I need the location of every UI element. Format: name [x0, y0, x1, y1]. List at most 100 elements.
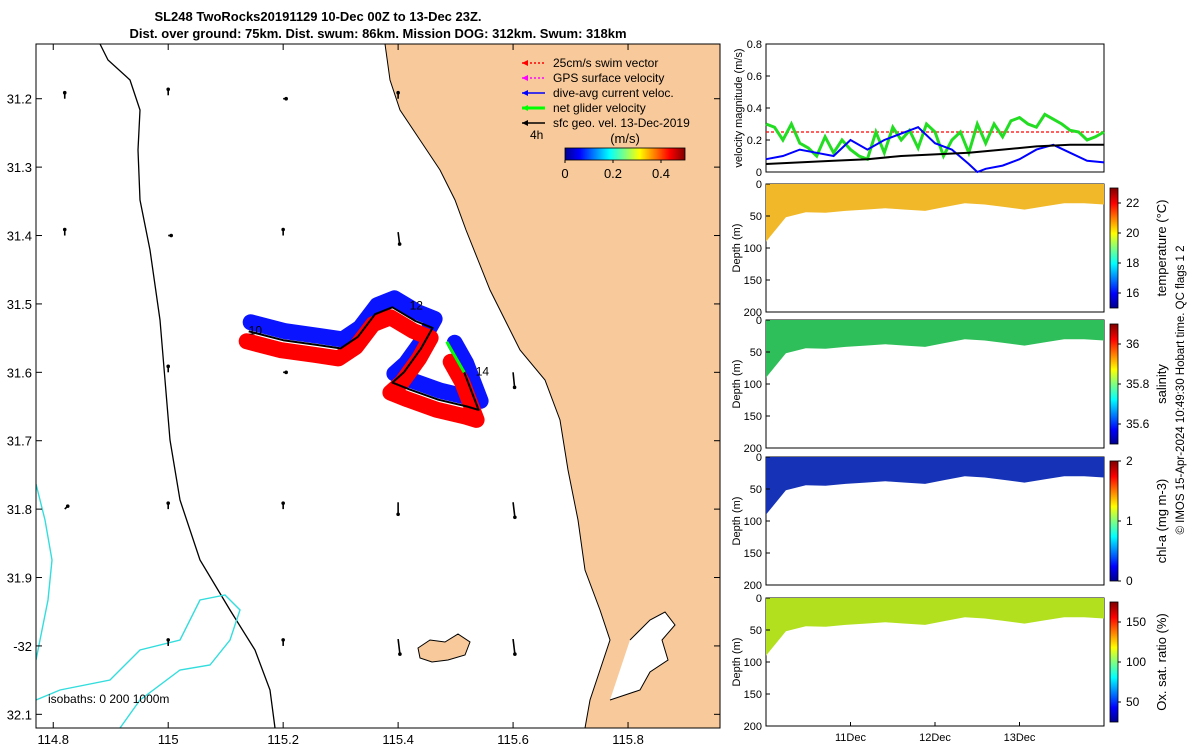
isobath-200m [36, 483, 241, 728]
section-colorbar [1109, 187, 1119, 309]
section-colorbar [1109, 323, 1119, 445]
sfc-geo-vector-head [166, 87, 171, 92]
map-colorbar-tick-label: 0 [561, 166, 568, 181]
sfc-geo-vector-head [397, 242, 402, 246]
section-panel-oxygen-panel: 0 50 100 150 200 Depth (m) 50 100 150 Ox. sat. ra… [731, 593, 1169, 733]
section-y-tick-label: 100 [744, 516, 762, 528]
map-colorbar-tick-label: 0.2 [604, 166, 622, 181]
section-data-fill [766, 320, 1104, 378]
map-x-tick-label: 115.6 [497, 732, 529, 747]
map-x-tick-label: 114.8 [37, 732, 69, 747]
sfc-geo-vector [512, 502, 516, 518]
map-y-ticks: 31.2 31.3 31.4 31.5 31.6 31.7 31.8 31.9 -32 32.1 [7, 92, 720, 722]
velocity-y-tick-label: 0.2 [747, 135, 762, 147]
legend-label: 25cm/s swim vector [553, 56, 658, 70]
sfc-geo-vector-head [62, 227, 67, 232]
sfc-geo-vector-head [62, 90, 67, 95]
section-y-tick-label: 0 [756, 593, 762, 605]
section-y-tick-label: 50 [750, 484, 762, 496]
velocity-series-line [765, 126, 1105, 174]
section-y-tick-label: 100 [744, 657, 762, 669]
sfc-geo-vector-head [398, 652, 402, 656]
isobaths-label: isobaths: 0 200 1000m [48, 692, 169, 706]
section-y-label: Depth (m) [731, 360, 743, 409]
section-y-tick-label: 150 [744, 689, 762, 701]
section-colorbar-tick-label: 35.6 [1126, 417, 1150, 431]
map-colorbar-tick-label: 0.4 [652, 166, 670, 181]
section-y-tick-label: 100 [744, 243, 762, 255]
section-y-label: Depth (m) [731, 497, 743, 546]
section-y-tick-label: 150 [744, 411, 762, 423]
section-data-fill [766, 598, 1104, 656]
net-glider-velocity-segment [445, 341, 466, 374]
map-x-tick-label: 115.8 [612, 732, 644, 747]
section-data-fill [766, 184, 1104, 242]
section-colorbar-tick-label: 35.8 [1126, 377, 1150, 391]
section-panel-salinity-panel: 0 50 100 150 200 Depth (m) 35.6 35.8 36 salinity [731, 315, 1169, 455]
section-y-tick-label: 50 [750, 211, 762, 223]
map-panel: 10 12 14 114.8 115 115.2 115.4 115.6 115.8 31.2… [7, 43, 721, 747]
velocity-y-tick-label: 0.4 [747, 103, 762, 115]
estuary-outline [609, 611, 676, 701]
legend-label: sfc geo. vel. 13-Dec-2019 [553, 116, 690, 130]
section-colorbar-tick-label: 150 [1126, 615, 1146, 629]
section-colorbar-label: chl-a (mg m-3) [1154, 479, 1169, 564]
date-tick-label: 11Dec [835, 732, 866, 744]
section-y-tick-label: 200 [744, 443, 762, 455]
map-colorbar-ticks: 0 0.2 0.4 [561, 160, 670, 181]
sfc-geo-vector-head [166, 364, 171, 369]
map-y-tick-label: 32.1 [7, 707, 32, 722]
sfc-geo-vector-head [166, 501, 171, 505]
surface-geostrophic-vectors [62, 87, 517, 656]
sfc-geo-vector [397, 638, 401, 655]
map-y-tick-label: 31.3 [7, 160, 32, 175]
map-colorbar-gradient [564, 147, 686, 161]
map-x-tick-label: 115.4 [382, 732, 414, 747]
section-colorbar-label: temperature (°C) [1154, 200, 1169, 297]
legend-label: net glider velocity [553, 101, 646, 115]
section-y-tick-label: 0 [756, 452, 762, 464]
section-y-tick-label: 150 [744, 548, 762, 560]
velocity-panel: 0 0.2 0.4 0.6 0.8 velocity magnitude (m/s) [733, 39, 1105, 179]
sfc-geo-vector-head [281, 638, 285, 642]
section-data-fill [766, 457, 1104, 515]
velocity-series-line [765, 112, 1105, 162]
map-y-tick-label: 31.2 [7, 92, 32, 107]
section-colorbar-tick-label: 0 [1126, 574, 1133, 588]
section-y-tick-label: 0 [756, 315, 762, 327]
sfc-geo-vector-head [512, 385, 517, 390]
section-colorbar-label: Ox. sat. ratio (%) [1154, 613, 1169, 711]
sfc-geo-vector-head [396, 512, 400, 517]
sfc-geo-vector [512, 638, 516, 655]
sfc-geo-vector-head [284, 370, 288, 375]
date-tick-label: 13Dec [1004, 732, 1036, 744]
section-colorbar-tick-label: 22 [1126, 196, 1140, 210]
section-colorbar-tick-label: 18 [1126, 256, 1140, 270]
map-y-tick-label: 31.9 [7, 571, 32, 586]
sfc-geo-vector [397, 232, 401, 245]
section-y-label: Depth (m) [731, 638, 743, 687]
section-colorbar-tick-label: 36 [1126, 337, 1140, 351]
map-colorbar-label: (m/s) [610, 131, 640, 146]
figure-title-line1: SL248 TwoRocks20191129 10-Dec 00Z to 13-… [154, 9, 481, 24]
track-day-label: 14 [476, 365, 490, 379]
velocity-y-tick-label: 0 [756, 167, 762, 179]
map-y-tick-label: 31.6 [7, 365, 32, 380]
footer-stamp: © IMOS 15-Apr-2024 10:49:30 Hobart time.… [1175, 245, 1187, 534]
swim-vector-band [238, 309, 485, 428]
legend-arrowhead [522, 105, 528, 111]
section-colorbar-tick-label: 16 [1126, 286, 1140, 300]
velocity-series [765, 112, 1105, 174]
figure-title-line2: Dist. over ground: 75km. Dist. swum: 86k… [129, 26, 626, 41]
section-panel-temperature-panel: 0 50 100 150 200 Depth (m) 16 18 20 22 temperature… [731, 179, 1169, 319]
time-marker-label: 4h [530, 128, 543, 142]
track-day-label: 10 [249, 324, 263, 338]
sfc-geo-vector-head [284, 96, 288, 101]
legend-label: dive-avg current veloc. [553, 86, 674, 100]
sfc-geo-vector-head [166, 638, 171, 642]
coastline-islands [417, 633, 471, 663]
section-colorbar [1109, 601, 1119, 723]
